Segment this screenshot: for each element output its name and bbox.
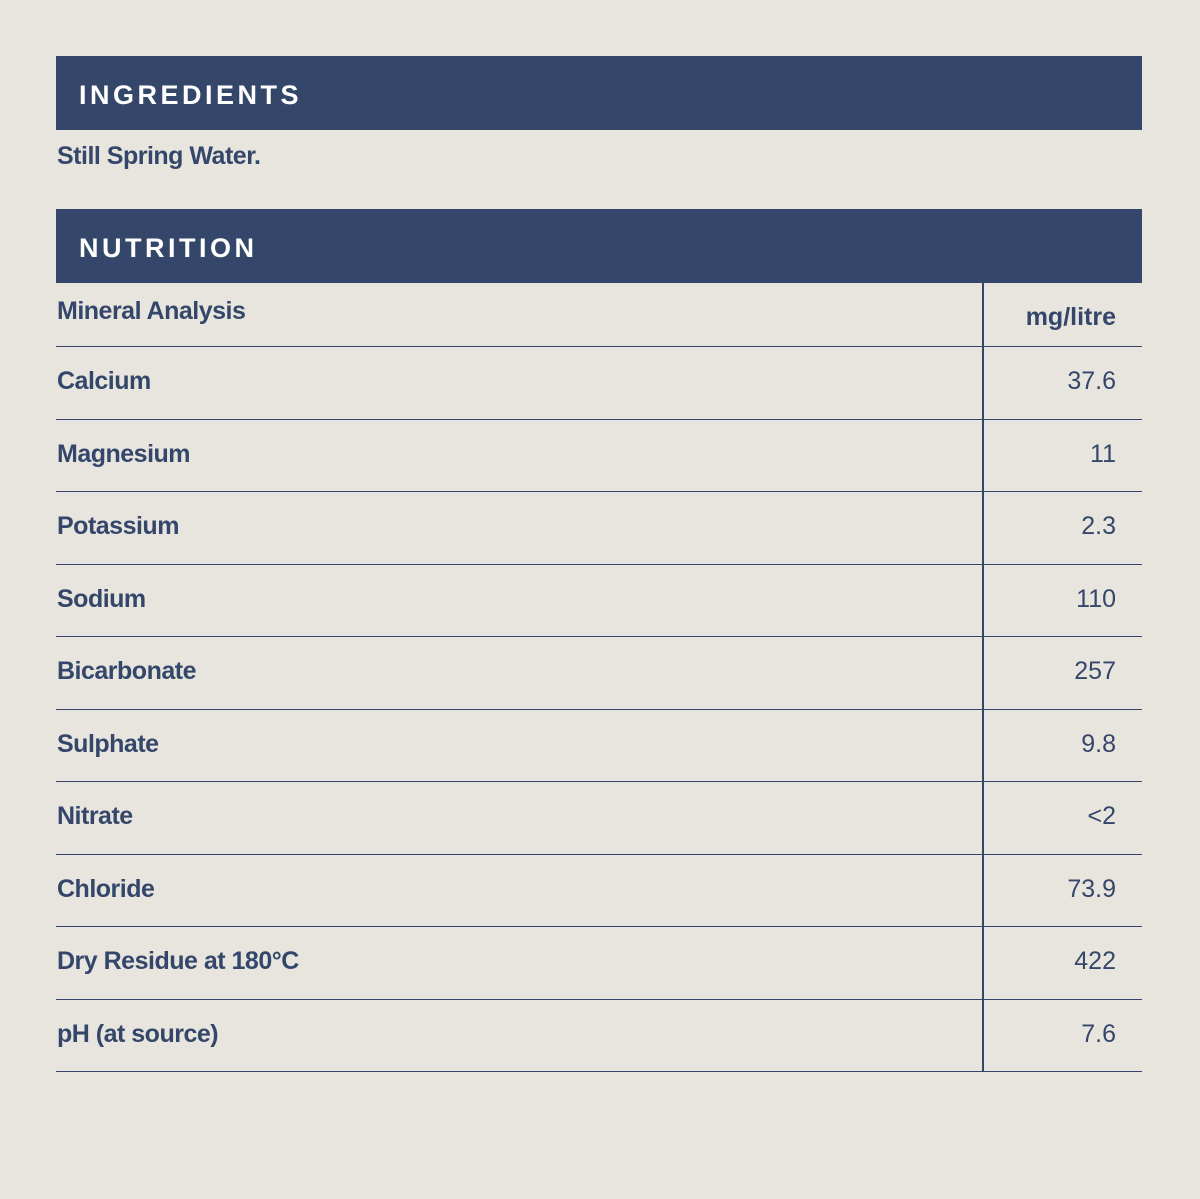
nutrition-table: Mineral Analysis mg/litre Calcium 37.6 Magne… — [56, 283, 1142, 1072]
table-row: Magnesium 11 — [56, 420, 1142, 492]
table-row: Dry Residue at 180°C 422 — [56, 927, 1142, 1000]
table-row: Sulphate 9.8 — [56, 710, 1142, 782]
mineral-name: Sodium — [57, 584, 146, 613]
mineral-value: 2.3 — [1081, 512, 1116, 540]
ingredients-text: Still Spring Water. — [57, 142, 261, 170]
table-row: Bicarbonate 257 — [56, 637, 1142, 710]
column-header: Mineral Analysis — [57, 297, 246, 325]
mineral-name: Sulphate — [57, 729, 159, 758]
mineral-name: Dry Residue at 180°C — [57, 947, 299, 975]
mineral-name: pH (at source) — [57, 1019, 219, 1048]
table-row: Potassium 2.3 — [56, 492, 1142, 565]
mineral-name: Potassium — [57, 512, 179, 540]
table-row: Calcium 37.6 — [56, 347, 1142, 420]
mineral-value: 37.6 — [1067, 367, 1116, 395]
table-row: pH (at source) 7.6 — [56, 1000, 1142, 1072]
mineral-value: 9.8 — [1081, 729, 1116, 758]
mineral-name: Bicarbonate — [57, 657, 196, 685]
mineral-value: 73.9 — [1067, 874, 1116, 903]
mineral-value: 7.6 — [1081, 1019, 1116, 1048]
table-row: Sodium 110 — [56, 565, 1142, 637]
mineral-value: 11 — [1090, 439, 1116, 468]
mineral-value: 110 — [1076, 584, 1116, 613]
mineral-value: 257 — [1074, 657, 1116, 685]
mineral-name: Nitrate — [57, 802, 133, 830]
mineral-name: Magnesium — [57, 439, 191, 468]
section-header: NUTRITION — [56, 209, 1142, 283]
mineral-name: Calcium — [57, 367, 151, 395]
table-row: Chloride 73.9 — [56, 855, 1142, 927]
mineral-value: 422 — [1074, 947, 1116, 975]
table-header-row: Mineral Analysis mg/litre — [56, 283, 1142, 347]
column-divider — [982, 283, 984, 1072]
mineral-name: Chloride — [57, 874, 155, 903]
table-row: Nitrate <2 — [56, 782, 1142, 855]
section-header: INGREDIENTS — [56, 56, 1142, 130]
section-title: INGREDIENTS — [79, 80, 303, 110]
column-header: mg/litre — [1025, 303, 1116, 331]
section-title: NUTRITION — [79, 233, 258, 263]
mineral-value: <2 — [1087, 802, 1116, 830]
